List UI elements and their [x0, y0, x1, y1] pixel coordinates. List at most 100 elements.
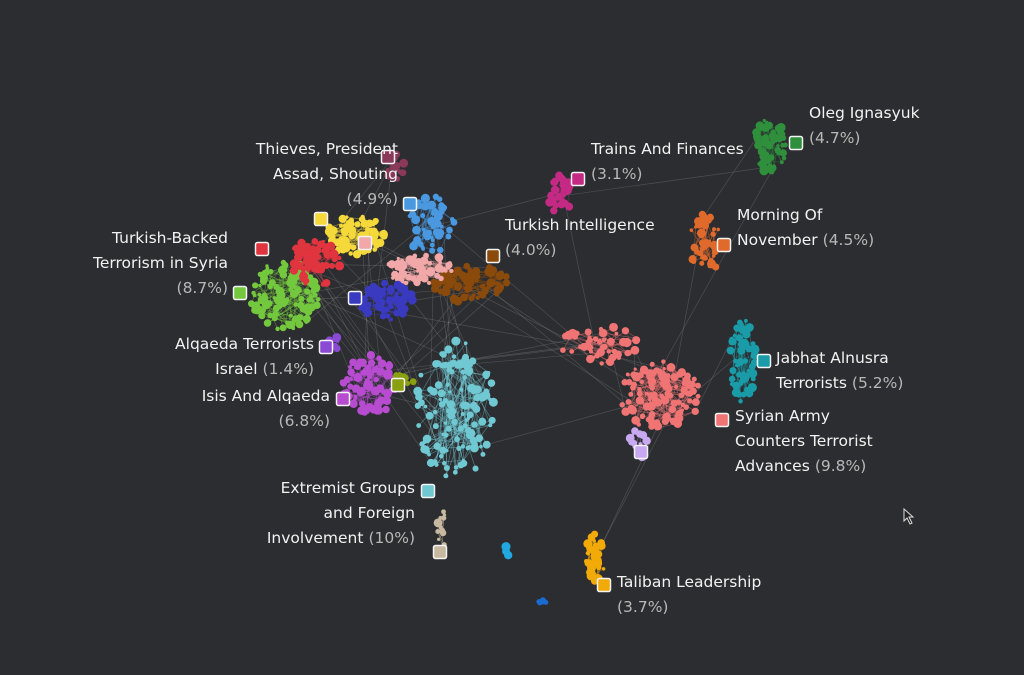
cross-edge: [438, 257, 483, 422]
cluster-label: Oleg Ignasyuk (4.7%): [809, 104, 920, 147]
node: [364, 226, 370, 232]
node: [372, 217, 379, 225]
node: [387, 289, 392, 295]
node: [740, 391, 747, 398]
node: [386, 361, 393, 368]
node: [446, 226, 453, 234]
node: [446, 265, 451, 270]
node: [348, 231, 356, 240]
node: [311, 265, 319, 273]
node: [668, 405, 677, 414]
cluster-marker: [716, 237, 732, 253]
node: [266, 300, 273, 307]
node: [633, 367, 637, 371]
node: [265, 264, 269, 268]
node: [267, 283, 273, 290]
cluster-label: Thieves, President Assad, Shouting (4.9%): [255, 140, 398, 208]
node: [425, 229, 432, 237]
node: [614, 331, 619, 336]
node: [452, 469, 458, 475]
node: [351, 384, 361, 393]
cluster-name: Syrian Army: [735, 407, 830, 425]
node: [587, 335, 592, 340]
node: [442, 205, 448, 211]
edge: [469, 414, 488, 445]
cross-edge: [436, 275, 464, 447]
edge: [263, 280, 291, 284]
cross-edge: [632, 350, 636, 411]
node: [337, 255, 342, 261]
node: [761, 156, 770, 165]
node: [732, 333, 737, 338]
node: [348, 217, 355, 224]
node: [364, 285, 373, 295]
node: [424, 446, 430, 452]
node: [427, 386, 434, 393]
edge: [454, 396, 483, 423]
node: [778, 136, 783, 141]
cluster-label: Syrian Army Counters Terrorist Advances (9.…: [735, 407, 873, 475]
node: [273, 296, 283, 305]
node: [360, 369, 368, 376]
node: [379, 313, 387, 320]
node: [757, 161, 762, 166]
node: [278, 268, 283, 273]
node: [451, 336, 461, 346]
node: [257, 272, 262, 277]
node: [585, 339, 591, 345]
label-line: Oleg Ignasyuk: [809, 104, 920, 122]
node: [625, 378, 633, 386]
node: [633, 416, 640, 423]
node: [431, 207, 439, 215]
cluster-label: Turkish-Backed Terrorism in Syria (8.7%): [92, 229, 228, 297]
node: [701, 213, 708, 219]
node: [635, 336, 639, 340]
edge: [635, 393, 647, 421]
node: [298, 295, 305, 303]
edge: [603, 332, 638, 339]
node: [293, 302, 299, 307]
node: [375, 386, 382, 392]
node: [443, 421, 448, 425]
node: [373, 234, 379, 240]
node: [780, 142, 785, 148]
node: [592, 539, 597, 543]
node: [438, 260, 442, 265]
node: [636, 390, 643, 397]
cluster-name: Morning Of: [737, 206, 823, 224]
edge: [342, 374, 388, 383]
cluster-name: and Foreign: [324, 504, 415, 522]
node: [666, 385, 673, 393]
node: [539, 597, 547, 604]
node: [755, 133, 761, 139]
node: [366, 351, 376, 360]
node: [550, 185, 560, 195]
node: [366, 301, 372, 307]
node: [420, 274, 429, 283]
node: [382, 396, 392, 405]
cluster-name: Counters Terrorist: [735, 432, 873, 450]
node: [487, 379, 496, 387]
node: [380, 359, 387, 366]
node: [701, 254, 707, 261]
node: [670, 373, 679, 382]
node: [639, 431, 648, 440]
node: [262, 301, 268, 306]
node: [412, 261, 419, 267]
node: [750, 359, 759, 367]
label-line: Advances (9.8%): [735, 457, 866, 475]
node: [434, 253, 444, 262]
cluster-marker: [232, 285, 248, 301]
node: [480, 451, 486, 457]
node: [429, 247, 436, 254]
node: [451, 418, 458, 426]
node: [608, 353, 617, 362]
node: [380, 232, 388, 240]
node: [449, 359, 457, 367]
node: [382, 405, 390, 414]
cluster-name: Alqaeda Terrorists: [175, 335, 314, 353]
node: [439, 529, 447, 537]
node: [310, 287, 317, 294]
node: [430, 278, 438, 287]
node: [639, 379, 645, 384]
